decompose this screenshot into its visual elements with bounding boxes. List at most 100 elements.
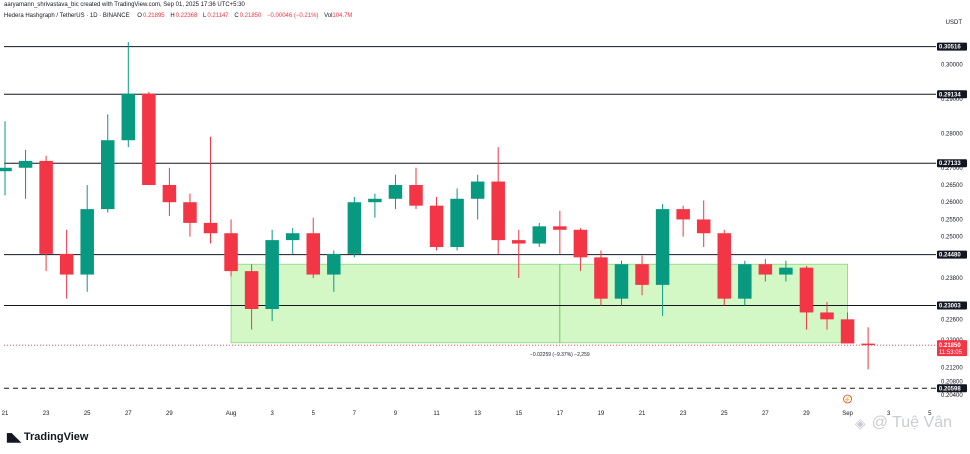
y-tick-label: 0.21200: [941, 366, 963, 372]
dashed-level-tag: 0.20598: [937, 384, 967, 393]
tradingview-logo-icon: ▮◣: [6, 430, 21, 444]
measure-label: −0.02259 (−9.37%) −2,259: [530, 352, 590, 358]
lightning-icon: [843, 394, 852, 404]
x-tick-label: 25: [721, 411, 728, 417]
candle-down: [39, 160, 53, 254]
y-tick-label: 0.29000: [941, 97, 963, 103]
currency-label: USDT: [945, 20, 962, 26]
candle-up: [285, 233, 300, 241]
y-tick-label: 0.20400: [941, 393, 963, 399]
y-tick-label: 0.30000: [941, 62, 963, 68]
level-tag-3-bg: [937, 250, 967, 259]
dashed-level-tag-text: 0.20598: [939, 386, 961, 392]
low-label: L: [203, 13, 207, 19]
level-tag-4-bg: [937, 301, 967, 310]
candle-up: [368, 198, 382, 203]
countdown-text: 11:53:05: [939, 350, 963, 356]
candle-up: [655, 209, 670, 285]
x-tick-label: 21: [2, 411, 9, 417]
candle-down: [59, 253, 74, 275]
price-tags: 0.30516 0.29134 0.27133 0.24480 0.23003 0.205…: [937, 42, 967, 393]
x-tick-label: 23: [43, 411, 50, 417]
candle-down: [183, 202, 197, 223]
candle-down: [820, 312, 834, 320]
candle-up: [388, 185, 403, 199]
level-tag-1-bg: [937, 90, 967, 99]
close-label: C: [234, 13, 239, 19]
level-tag-4-text: 0.23003: [939, 303, 961, 309]
candle-up: [18, 160, 33, 168]
symbol-title[interactable]: Hedera Hashgraph / TetherUS · 1D · BINAN…: [4, 13, 130, 19]
y-tick-label: 0.25000: [941, 235, 963, 241]
y-tick-label: 0.25500: [941, 217, 963, 223]
ohlc-legend: Hedera Hashgraph / TetherUS · 1D · BINAN…: [4, 13, 352, 19]
diamond-icon: ◈: [854, 414, 866, 431]
candle-up: [80, 209, 94, 275]
x-tick-label: 21: [639, 411, 646, 417]
low-value: 0.21147: [207, 13, 229, 19]
candle-up: [779, 267, 793, 275]
candle-down: [512, 240, 526, 244]
y-tick-label: 0.20800: [941, 379, 963, 385]
high-label: H: [170, 13, 175, 19]
tradingview-logo[interactable]: ▮◣ TradingView: [6, 430, 88, 444]
candle-down: [203, 222, 218, 234]
candle-down: [491, 181, 505, 241]
x-tick-label: 29: [803, 411, 810, 417]
x-tick-label: 19: [598, 411, 605, 417]
candle-down: [224, 233, 238, 272]
candle-down: [799, 267, 814, 313]
level-tag-3-text: 0.24480: [939, 253, 961, 259]
y-tick-label: 0.27000: [941, 166, 963, 172]
x-tick-label: 3: [270, 411, 274, 417]
x-tick-label: 15: [515, 411, 522, 417]
watermark: ◈ @ Tuệ Vân: [855, 414, 952, 432]
x-tick-label: 5: [928, 411, 932, 417]
y-tick-label: 0.22600: [941, 317, 963, 323]
candle-down: [861, 343, 875, 346]
level-tag-2: 0.27133: [937, 159, 967, 168]
x-tick-label: 27: [762, 411, 769, 417]
candle-up: [265, 240, 279, 309]
y-tick-label: 0.23800: [941, 276, 963, 282]
candle-down: [696, 219, 711, 234]
candle-up: [121, 93, 136, 141]
candle-down: [635, 264, 649, 285]
x-tick-label: 9: [394, 411, 398, 417]
candle-down: [717, 233, 731, 299]
x-tick-label: 11: [433, 411, 440, 417]
candle-up: [347, 202, 362, 254]
candle-up: [101, 140, 115, 210]
levels-layer: [4, 46, 936, 389]
candle-down: [676, 209, 690, 220]
candle-up: [0, 167, 12, 172]
x-tick-label: Sep: [842, 411, 853, 417]
support-zone: [230, 263, 848, 344]
x-tick-label: Aug: [226, 411, 237, 417]
candle-down: [409, 185, 423, 206]
x-tick-label: 7: [353, 411, 357, 417]
change-value: −0.00046 (−0.21%): [267, 13, 319, 19]
last-price-bg: [937, 340, 967, 357]
level-tag-2-bg: [937, 159, 967, 168]
x-tick-label: 13: [474, 411, 481, 417]
y-tick-label: 0.26500: [941, 183, 963, 189]
volume-label: Vol: [324, 13, 333, 19]
zone-layer: −0.02259 (−9.37%) −2,259: [230, 263, 848, 358]
candle-down: [594, 257, 608, 299]
level-tag-2-text: 0.27133: [939, 161, 961, 167]
x-tick-label: 25: [84, 411, 91, 417]
x-tick-label: 5: [312, 411, 316, 417]
dashed-level-tag-bg: [937, 384, 967, 393]
last-price-text: 0.21850: [939, 343, 961, 349]
close-value: 0.21850: [239, 13, 262, 19]
candle-up: [327, 253, 341, 275]
time-axis: 21 23 25 27 29 Aug 3 5 7 9 11 13 15 17 19 21 23 25 27 29 Sep…: [2, 394, 932, 417]
candle-down: [573, 229, 588, 258]
candle-up: [450, 198, 464, 247]
level-tag-0-bg: [937, 42, 967, 51]
candle-up: [738, 264, 752, 299]
tradingview-brand-text: TradingView: [23, 431, 89, 443]
volume-value: 104.7M: [332, 13, 353, 19]
